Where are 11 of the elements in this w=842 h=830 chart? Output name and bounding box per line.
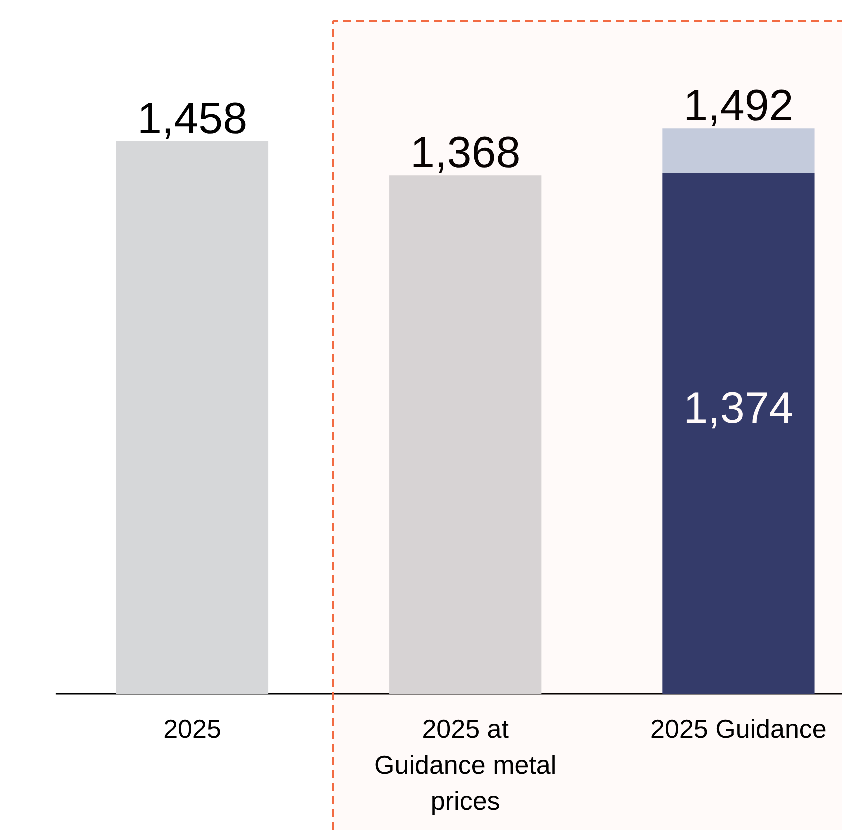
total-label: 1,458 — [137, 94, 248, 144]
data-label: 1,374 — [684, 384, 794, 434]
x-tick-label: 2025 at Guidance metal prices — [374, 714, 557, 816]
total-label: 1,368 — [410, 128, 521, 178]
bar — [662, 173, 815, 694]
bar — [116, 141, 269, 694]
bar — [390, 176, 542, 694]
bar — [662, 128, 815, 174]
total-label: 1,492 — [684, 82, 794, 131]
x-tick-label: 2025 — [164, 714, 222, 744]
x-tick-label: 2025 Guidance — [650, 714, 827, 744]
